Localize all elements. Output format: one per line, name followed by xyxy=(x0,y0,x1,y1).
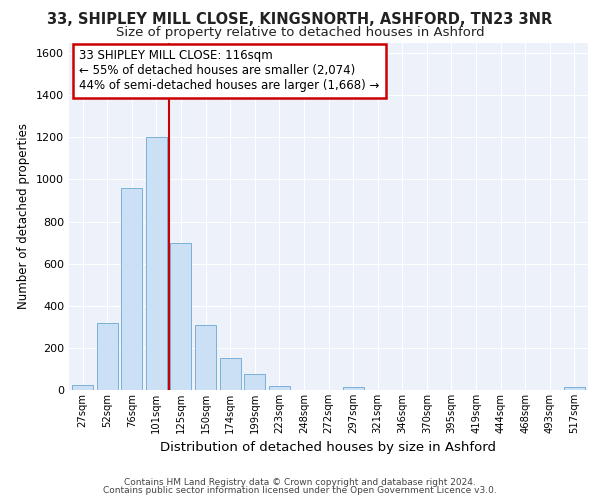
Bar xyxy=(97,322,118,390)
Bar xyxy=(195,324,216,390)
Bar xyxy=(146,138,167,390)
Bar xyxy=(121,188,142,390)
Text: Contains HM Land Registry data © Crown copyright and database right 2024.: Contains HM Land Registry data © Crown c… xyxy=(124,478,476,487)
Bar xyxy=(269,386,290,390)
Bar xyxy=(220,358,241,390)
Text: 33 SHIPLEY MILL CLOSE: 116sqm
← 55% of detached houses are smaller (2,074)
44% o: 33 SHIPLEY MILL CLOSE: 116sqm ← 55% of d… xyxy=(79,50,380,92)
X-axis label: Distribution of detached houses by size in Ashford: Distribution of detached houses by size … xyxy=(161,442,497,454)
Bar xyxy=(244,374,265,390)
Text: Size of property relative to detached houses in Ashford: Size of property relative to detached ho… xyxy=(116,26,484,39)
Text: 33, SHIPLEY MILL CLOSE, KINGSNORTH, ASHFORD, TN23 3NR: 33, SHIPLEY MILL CLOSE, KINGSNORTH, ASHF… xyxy=(47,12,553,28)
Bar xyxy=(170,242,191,390)
Y-axis label: Number of detached properties: Number of detached properties xyxy=(17,123,31,309)
Bar xyxy=(343,387,364,390)
Bar xyxy=(564,387,585,390)
Bar xyxy=(72,384,93,390)
Text: Contains public sector information licensed under the Open Government Licence v3: Contains public sector information licen… xyxy=(103,486,497,495)
